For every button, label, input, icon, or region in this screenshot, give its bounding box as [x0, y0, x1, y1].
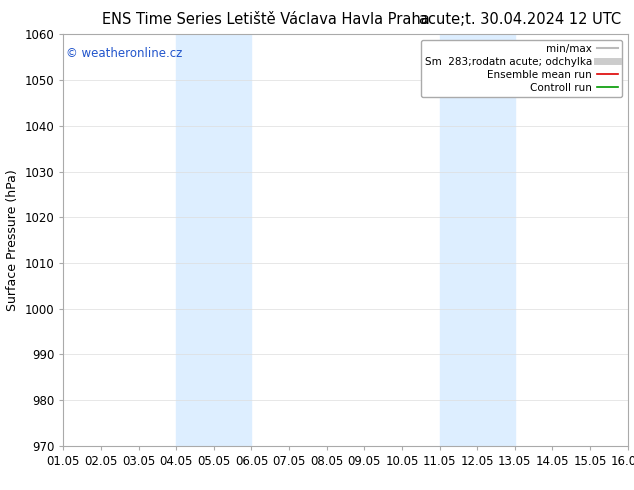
Y-axis label: Surface Pressure (hPa): Surface Pressure (hPa) [6, 169, 19, 311]
Text: acute;t. 30.04.2024 12 UTC: acute;t. 30.04.2024 12 UTC [419, 12, 621, 27]
Text: © weatheronline.cz: © weatheronline.cz [66, 47, 183, 60]
Bar [439, 34, 515, 446]
Text: ENS Time Series Letiště Václava Havla Praha: ENS Time Series Letiště Václava Havla Pr… [103, 12, 430, 27]
Bar [176, 34, 252, 446]
Legend: min/max, Sm  283;rodatn acute; odchylka, Ensemble mean run, Controll run: min/max, Sm 283;rodatn acute; odchylka, … [421, 40, 623, 97]
